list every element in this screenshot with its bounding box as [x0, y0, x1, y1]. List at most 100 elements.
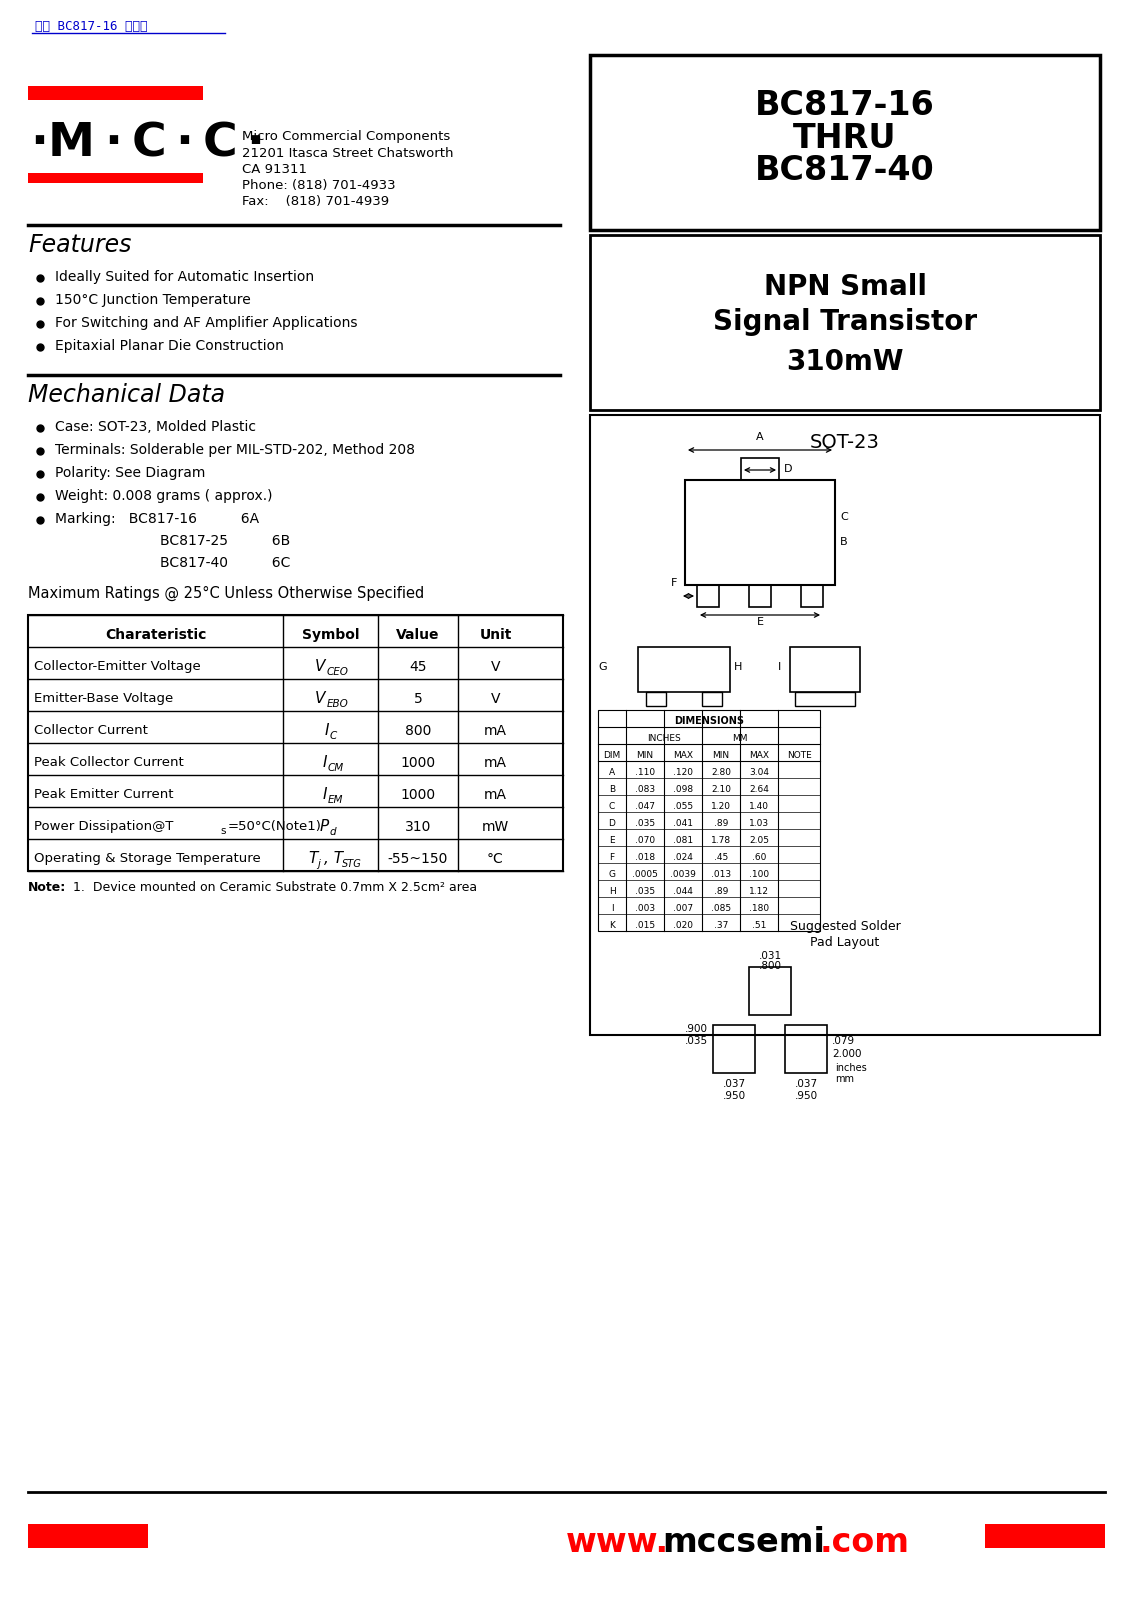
Text: .041: .041 — [673, 819, 693, 827]
Text: Suggested Solder: Suggested Solder — [790, 920, 901, 933]
Text: 45: 45 — [409, 659, 427, 674]
Text: mccsemi: mccsemi — [662, 1526, 825, 1558]
Text: Operating & Storage Temperature: Operating & Storage Temperature — [34, 853, 261, 866]
Text: .45: .45 — [714, 853, 729, 861]
Text: s: s — [220, 826, 225, 835]
Text: Terminals: Solderable per MIL-STD-202, Method 208: Terminals: Solderable per MIL-STD-202, M… — [56, 443, 415, 458]
Text: .950: .950 — [723, 1091, 746, 1101]
Text: Pad Layout: Pad Layout — [810, 936, 879, 949]
Text: 3.04: 3.04 — [749, 768, 769, 776]
Text: 1.20: 1.20 — [712, 802, 731, 811]
Text: F: F — [610, 853, 614, 861]
Text: .035: .035 — [634, 886, 655, 896]
Text: T: T — [308, 851, 318, 866]
Text: E: E — [610, 835, 615, 845]
Bar — [590, 235, 1100, 410]
Bar — [638, 646, 730, 691]
Text: .098: .098 — [673, 784, 693, 794]
Bar — [795, 691, 855, 706]
Text: Weight: 0.008 grams ( approx.): Weight: 0.008 grams ( approx.) — [56, 490, 273, 502]
Bar — [785, 1026, 827, 1074]
Bar — [28, 86, 203, 99]
Text: V: V — [491, 691, 501, 706]
Bar — [985, 1523, 1105, 1549]
Text: BC817-25          6B: BC817-25 6B — [160, 534, 290, 547]
Text: mm: mm — [835, 1074, 854, 1085]
Text: Unit: Unit — [479, 627, 512, 642]
Text: Maximum Ratings @ 25°C Unless Otherwise Specified: Maximum Ratings @ 25°C Unless Otherwise … — [28, 586, 424, 602]
Bar — [713, 1026, 755, 1074]
Text: I: I — [324, 723, 329, 738]
Text: Symbol: Symbol — [301, 627, 359, 642]
Text: G: G — [608, 869, 615, 878]
Text: .180: .180 — [749, 904, 769, 912]
Bar — [590, 54, 1100, 230]
Text: 21201 Itasca Street Chatsworth: 21201 Itasca Street Chatsworth — [242, 147, 453, 160]
Text: .031: .031 — [758, 950, 782, 962]
Text: Micro Commercial Components: Micro Commercial Components — [242, 130, 450, 142]
Text: Value: Value — [397, 627, 440, 642]
Text: .035: .035 — [634, 819, 655, 827]
Text: j: j — [317, 859, 321, 869]
Bar — [685, 480, 835, 586]
Text: V: V — [315, 659, 325, 674]
Text: .024: .024 — [673, 853, 693, 861]
Text: .120: .120 — [673, 768, 693, 776]
Text: 2.10: 2.10 — [712, 784, 731, 794]
Text: .007: .007 — [673, 904, 693, 912]
Text: I: I — [611, 904, 613, 912]
Text: =50°C(Note1): =50°C(Note1) — [228, 821, 322, 834]
Text: .018: .018 — [634, 853, 655, 861]
Text: D: D — [784, 464, 792, 474]
Text: Note:: Note: — [28, 882, 66, 894]
Text: V: V — [491, 659, 501, 674]
Text: .079: .079 — [832, 1037, 855, 1046]
Text: 1.  Device mounted on Ceramic Substrate 0.7mm X 2.5cm² area: 1. Device mounted on Ceramic Substrate 0… — [73, 882, 477, 894]
Text: 310mW: 310mW — [786, 349, 904, 376]
Text: .020: .020 — [673, 920, 693, 930]
Text: .037: .037 — [794, 1078, 818, 1090]
Text: mA: mA — [484, 755, 506, 770]
Text: H: H — [608, 886, 615, 896]
Text: P: P — [320, 819, 329, 834]
Text: -55~150: -55~150 — [387, 851, 449, 866]
Text: .37: .37 — [714, 920, 729, 930]
Bar — [697, 586, 719, 606]
Text: CEO: CEO — [326, 667, 348, 677]
Text: Peak Emitter Current: Peak Emitter Current — [34, 789, 173, 802]
Text: Polarity: See Diagram: Polarity: See Diagram — [56, 466, 205, 480]
Text: 5: 5 — [414, 691, 423, 706]
Text: Epitaxial Planar Die Construction: Epitaxial Planar Die Construction — [56, 339, 284, 354]
Text: MIN: MIN — [637, 750, 654, 760]
Text: , T: , T — [324, 851, 342, 866]
Text: 「」 BC817-16 「」」: 「」 BC817-16 「」」 — [35, 19, 147, 34]
Text: 1000: 1000 — [400, 787, 435, 802]
Text: C: C — [840, 512, 847, 522]
Text: 2.000: 2.000 — [832, 1050, 861, 1059]
Text: G: G — [598, 662, 606, 672]
Text: 1000: 1000 — [400, 755, 435, 770]
Bar — [28, 614, 563, 870]
Text: BC817-16: BC817-16 — [755, 90, 935, 122]
Text: .800: .800 — [758, 962, 782, 971]
Text: Charateristic: Charateristic — [105, 627, 206, 642]
Text: 1.12: 1.12 — [749, 886, 769, 896]
Text: .055: .055 — [673, 802, 693, 811]
Text: inches: inches — [835, 1062, 867, 1074]
Text: I: I — [323, 755, 327, 770]
Text: D: D — [608, 819, 615, 827]
Text: Collector Current: Collector Current — [34, 725, 148, 738]
Text: 310: 310 — [404, 819, 432, 834]
Text: 1.03: 1.03 — [749, 819, 769, 827]
Text: MAX: MAX — [673, 750, 693, 760]
Text: .047: .047 — [634, 802, 655, 811]
Text: .com: .com — [820, 1526, 910, 1558]
Text: .0039: .0039 — [670, 869, 696, 878]
Text: .044: .044 — [673, 886, 693, 896]
Text: MIN: MIN — [713, 750, 730, 760]
Text: mW: mW — [482, 819, 509, 834]
Text: MM: MM — [732, 733, 748, 742]
Text: 1.78: 1.78 — [710, 835, 731, 845]
Text: .950: .950 — [794, 1091, 818, 1101]
Text: .083: .083 — [634, 784, 655, 794]
